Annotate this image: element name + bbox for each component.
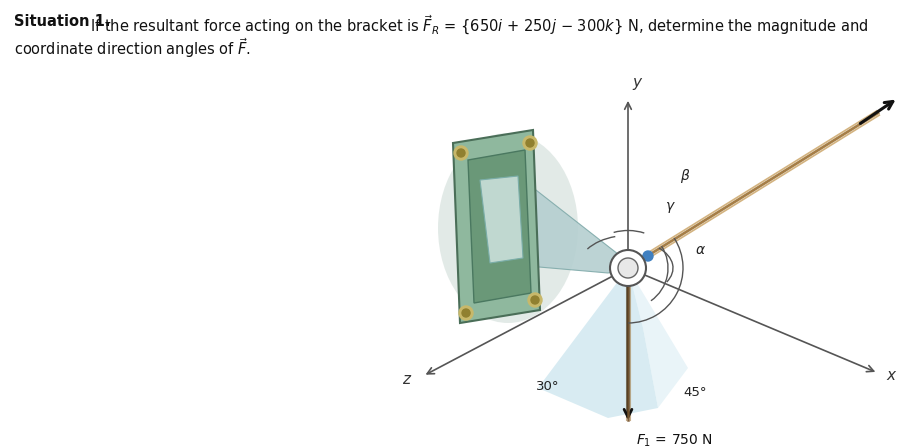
Text: coordinate direction angles of $\vec{F}$.: coordinate direction angles of $\vec{F}$… [14,36,251,60]
Text: 30°: 30° [536,380,559,393]
Circle shape [528,293,541,307]
Text: β: β [679,169,688,183]
Text: $F_1$ = 750 N: $F_1$ = 750 N [635,433,712,447]
Circle shape [530,296,538,304]
Polygon shape [627,268,687,408]
Text: γ: γ [666,199,674,213]
Circle shape [526,139,533,147]
Circle shape [454,146,467,160]
Polygon shape [480,176,627,273]
Circle shape [456,149,465,157]
Text: α: α [695,243,704,257]
Text: If the resultant force acting on the bracket is $\vec{F}_R$ = {650$i$ + 250$j$ $: If the resultant force acting on the bra… [90,14,868,37]
Polygon shape [538,268,658,418]
Text: x: x [885,368,894,384]
Circle shape [610,250,645,286]
Text: z: z [401,372,410,388]
Circle shape [462,309,469,317]
Circle shape [458,306,473,320]
Polygon shape [453,130,539,323]
Polygon shape [467,150,530,303]
Text: y: y [631,75,640,90]
Text: Situation 1.: Situation 1. [14,14,110,29]
Polygon shape [480,176,522,263]
Text: 45°: 45° [682,386,705,399]
Circle shape [617,258,638,278]
Circle shape [642,251,652,261]
Ellipse shape [437,133,577,323]
Circle shape [522,136,537,150]
